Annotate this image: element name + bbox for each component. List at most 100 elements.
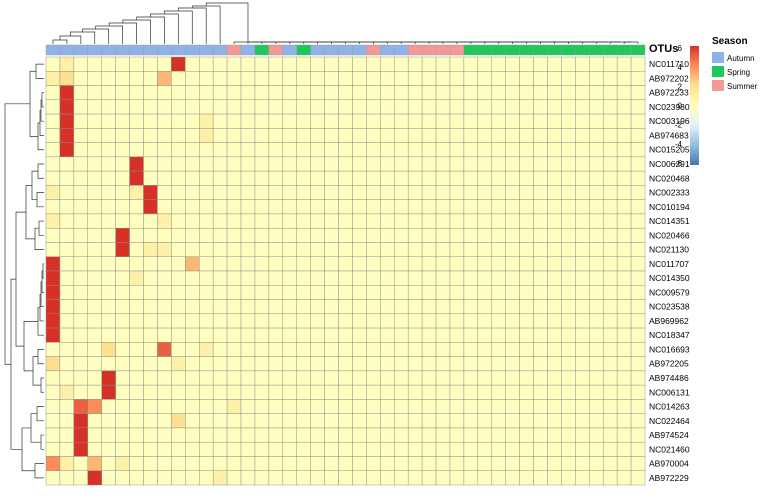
heatmap-cell xyxy=(449,427,465,443)
heatmap-cell xyxy=(533,199,548,215)
heatmap-cell xyxy=(199,342,214,357)
heatmap-cell xyxy=(199,227,214,243)
heatmap-cell xyxy=(575,399,590,414)
heatmap-cell xyxy=(59,99,75,115)
heatmap-cell xyxy=(547,313,562,329)
heatmap-cell xyxy=(101,185,116,200)
heatmap-cell xyxy=(394,142,409,158)
heatmap-cell xyxy=(463,427,479,443)
heatmap-cell xyxy=(630,256,646,272)
heatmap-cell xyxy=(630,356,646,372)
heatmap-cell xyxy=(449,142,465,158)
heatmap-cell xyxy=(199,399,214,414)
heatmap-cell xyxy=(338,399,353,414)
heatmap-cell xyxy=(212,356,228,372)
heatmap-cell xyxy=(143,142,158,158)
heatmap-cell xyxy=(73,413,89,429)
heatmap-cell xyxy=(73,113,89,129)
heatmap-cell xyxy=(240,242,256,257)
heatmap-cell xyxy=(87,327,102,343)
heatmap-cell xyxy=(115,156,130,172)
heatmap-cell xyxy=(226,427,242,443)
heatmap-cell xyxy=(185,242,200,257)
heatmap-cell xyxy=(157,71,172,86)
heatmap-cell xyxy=(59,399,75,414)
heatmap-cell xyxy=(185,142,200,158)
heatmap-cell xyxy=(254,71,270,86)
heatmap-cell xyxy=(407,71,423,86)
heatmap-cell xyxy=(561,128,576,143)
heatmap-cell xyxy=(282,156,297,172)
heatmap-cell xyxy=(394,213,409,229)
heatmap-cell xyxy=(212,427,228,443)
heatmap-cell xyxy=(45,199,61,215)
season-cell xyxy=(282,44,297,56)
heatmap-cell xyxy=(171,256,186,272)
heatmap-cell xyxy=(421,71,437,86)
heatmap-cell xyxy=(505,470,520,486)
heatmap-cell xyxy=(268,441,284,457)
heatmap-cell xyxy=(449,256,465,272)
heatmap-cell xyxy=(338,456,353,471)
heatmap-cell xyxy=(616,185,632,200)
heatmap-cell xyxy=(226,299,242,315)
heatmap-cell xyxy=(129,384,144,400)
heatmap-cell xyxy=(73,199,89,215)
row-label: NC014351 xyxy=(649,216,690,226)
heatmap-cell xyxy=(115,185,130,200)
heatmap-cell xyxy=(575,299,590,315)
heatmap-cell xyxy=(240,113,256,129)
dendrogram-branch xyxy=(10,278,22,450)
heatmap-cell xyxy=(129,313,144,329)
heatmap-cell xyxy=(157,427,172,443)
heatmap-cell xyxy=(561,327,576,343)
heatmap-cell xyxy=(491,470,506,486)
heatmap-cell xyxy=(143,384,158,400)
heatmap-cell xyxy=(324,413,339,429)
heatmap-cell xyxy=(199,313,214,329)
heatmap-cell xyxy=(199,85,214,101)
heatmap-cell xyxy=(477,185,492,200)
heatmap-cell xyxy=(519,342,534,357)
heatmap-cell xyxy=(547,299,562,315)
heatmap-cell xyxy=(491,299,506,315)
heatmap-cell xyxy=(547,185,562,200)
heatmap-cell xyxy=(407,113,423,129)
heatmap-cell xyxy=(157,342,172,357)
heatmap-cell xyxy=(296,227,311,243)
heatmap-cell xyxy=(505,256,520,272)
heatmap-cell xyxy=(115,113,130,129)
heatmap-cell xyxy=(435,441,451,457)
heatmap-cell xyxy=(282,413,297,429)
heatmap-cell xyxy=(491,285,506,300)
heatmap-cell xyxy=(185,213,200,229)
heatmap-cell xyxy=(171,370,186,386)
heatmap-cell xyxy=(616,56,632,72)
heatmap-cell xyxy=(394,242,409,257)
heatmap-cell xyxy=(87,299,102,315)
heatmap-cell xyxy=(310,71,325,86)
heatmap-cell xyxy=(575,56,590,72)
heatmap-cell xyxy=(547,370,562,386)
heatmap-cell xyxy=(477,227,492,243)
heatmap-cell xyxy=(394,156,409,172)
heatmap-cell xyxy=(296,128,311,143)
heatmap-cell xyxy=(394,327,409,343)
heatmap-cell xyxy=(421,441,437,457)
heatmap-cell xyxy=(240,299,256,315)
heatmap-cell xyxy=(630,56,646,72)
heatmap-cell xyxy=(324,356,339,372)
heatmap-cell xyxy=(491,128,506,143)
heatmap-cell xyxy=(394,356,409,372)
heatmap-cell xyxy=(630,185,646,200)
heatmap-cell xyxy=(352,441,367,457)
heatmap-cell xyxy=(268,470,284,486)
heatmap-cell xyxy=(338,242,353,257)
heatmap-cell xyxy=(463,441,479,457)
heatmap-cell xyxy=(199,299,214,315)
heatmap-cell xyxy=(73,242,89,257)
heatmap-cell xyxy=(282,113,297,129)
heatmap-cell xyxy=(199,113,214,129)
heatmap-cell xyxy=(157,56,172,72)
heatmap-cell xyxy=(463,313,479,329)
